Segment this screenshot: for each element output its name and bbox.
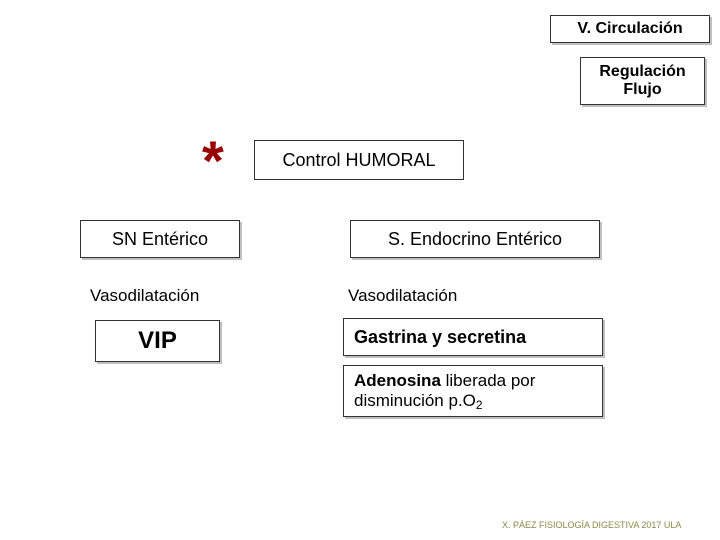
right-vasodilatacion-label: Vasodilatación bbox=[348, 286, 457, 306]
gastrina-secretina-text: Gastrina y secretina bbox=[354, 327, 526, 348]
header-circulacion-box: V. Circulación bbox=[550, 15, 710, 43]
control-humoral-box: Control HUMORAL bbox=[254, 140, 464, 180]
header-regulacion-box: Regulación Flujo bbox=[580, 57, 705, 105]
adenosina-line2: disminución p.O bbox=[354, 391, 476, 410]
asterisk-icon: * bbox=[202, 128, 224, 193]
left-vasodilatacion-label: Vasodilatación bbox=[90, 286, 199, 306]
sn-enterico-box: SN Entérico bbox=[80, 220, 240, 258]
footer-credit: X. PÁEZ FISIOLOGÍA DIGESTIVA 2017 ULA bbox=[502, 520, 681, 530]
vip-text: VIP bbox=[138, 327, 177, 355]
header-regulacion-line2: Flujo bbox=[623, 81, 661, 99]
header-circulacion-text: V. Circulación bbox=[577, 20, 682, 38]
adenosina-bold: Adenosina bbox=[354, 371, 441, 390]
gastrina-secretina-box: Gastrina y secretina bbox=[343, 318, 603, 356]
adenosina-box: Adenosina liberada por disminución p.O2 bbox=[343, 365, 603, 417]
adenosina-rest: liberada por bbox=[441, 371, 536, 390]
sn-enterico-text: SN Entérico bbox=[112, 229, 208, 250]
control-humoral-text: Control HUMORAL bbox=[282, 150, 435, 171]
vip-box: VIP bbox=[95, 320, 220, 362]
s-endocrino-enterico-text: S. Endocrino Entérico bbox=[388, 229, 562, 250]
header-regulacion-line1: Regulación bbox=[599, 63, 685, 81]
adenosina-sub: 2 bbox=[476, 398, 483, 412]
s-endocrino-enterico-box: S. Endocrino Entérico bbox=[350, 220, 600, 258]
